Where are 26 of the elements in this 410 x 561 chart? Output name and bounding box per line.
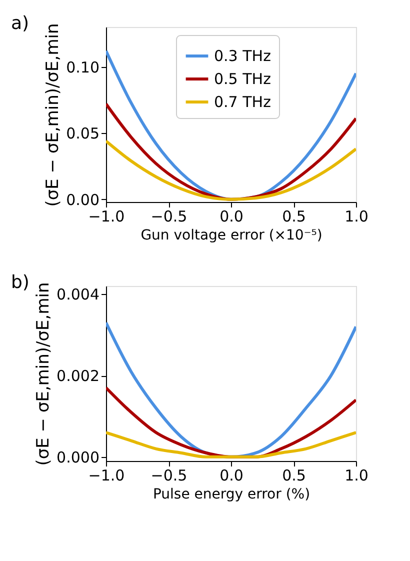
legend-label: 0.5 THz	[214, 70, 272, 88]
y-tick-label: 0.05	[66, 124, 100, 143]
text: b)	[11, 272, 30, 293]
x-tick-label: −1.0	[88, 208, 125, 226]
x-tick-label: 1.0	[344, 208, 368, 226]
y-tick-label: 0.002	[56, 367, 100, 386]
x-tick-label: 0.5	[282, 466, 306, 484]
y-axis-title: (σE − σE,min)/σE,min	[34, 282, 54, 466]
legend-label: 0.7 THz	[214, 93, 272, 111]
y-tick-label: 0.004	[56, 286, 100, 304]
x-tick-label: −1.0	[88, 466, 125, 484]
x-axis-title: Pulse energy error (%)	[152, 486, 310, 502]
line-series	[106, 431, 356, 458]
y-tick-label: 0.000	[56, 448, 100, 466]
x-tick-label: 0.5	[282, 208, 306, 226]
x-axis-title: Gun voltage error (×10⁻⁵)	[140, 228, 322, 244]
legend-label: 0.3 THz	[214, 47, 272, 65]
y-axis-title: (σE − σE,min)/σE,min	[43, 23, 64, 207]
y-tick-label: 0.00	[66, 190, 100, 209]
text: a)	[11, 13, 30, 34]
x-tick-label: −0.5	[150, 466, 188, 484]
x-tick-label: 0.0	[220, 466, 244, 484]
y-tick-label: 0.10	[66, 58, 100, 76]
x-tick-label: 1.0	[344, 466, 368, 484]
x-tick-label: 0.0	[220, 208, 244, 226]
x-tick-label: −0.5	[150, 208, 188, 226]
